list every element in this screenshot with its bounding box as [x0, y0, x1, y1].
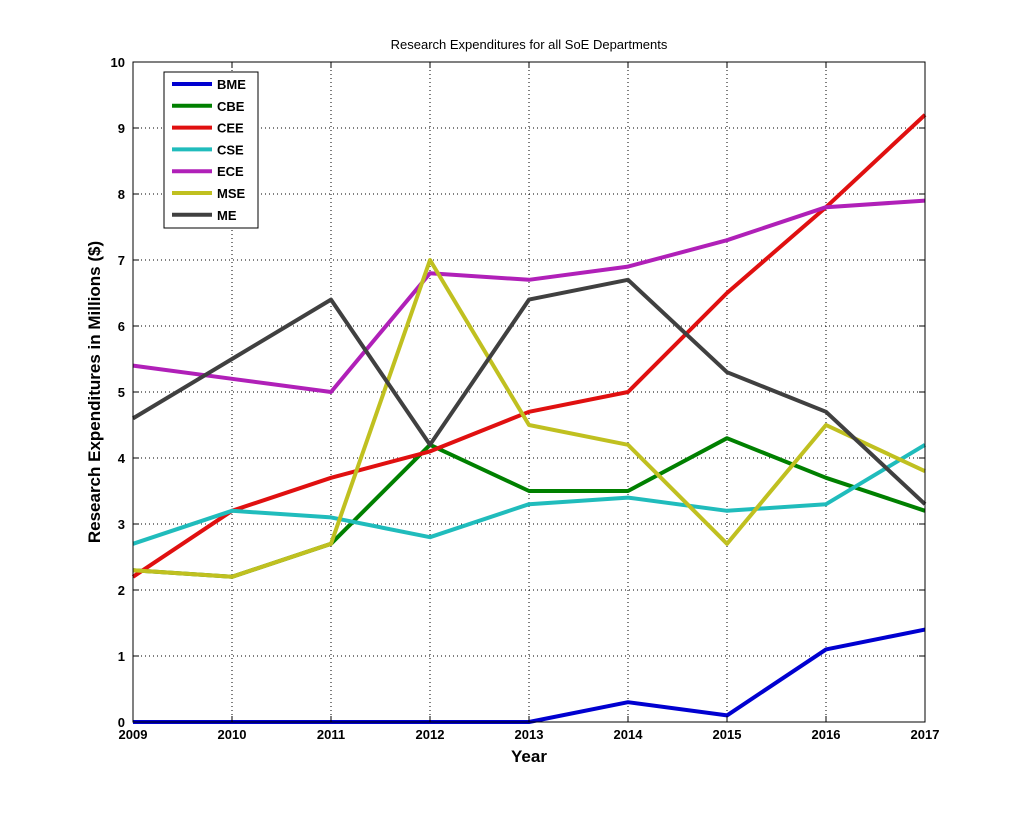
y-tick-label: 6: [118, 319, 125, 334]
legend-label-bme: BME: [217, 77, 246, 92]
y-tick-label: 1: [118, 649, 125, 664]
x-tick-label: 2010: [218, 727, 247, 742]
x-axis-label: Year: [511, 747, 547, 766]
legend-label-me: ME: [217, 208, 237, 223]
legend-label-ece: ECE: [217, 164, 244, 179]
y-tick-label: 8: [118, 187, 125, 202]
y-tick-label: 9: [118, 121, 125, 136]
x-tick-label: 2015: [713, 727, 742, 742]
y-tick-label: 3: [118, 517, 125, 532]
legend-label-cee: CEE: [217, 121, 244, 136]
y-axis-label: Research Expenditures in Millions ($): [85, 241, 104, 543]
chart-title: Research Expenditures for all SoE Depart…: [391, 37, 668, 52]
y-tick-label: 2: [118, 583, 125, 598]
legend: BME CBE CEE CSE ECE MSE ME: [164, 72, 258, 228]
y-tick-label: 5: [118, 385, 125, 400]
y-tick-label: 0: [118, 715, 125, 730]
x-tick-label: 2014: [614, 727, 644, 742]
y-tick-label: 4: [118, 451, 126, 466]
x-tick-label: 2013: [515, 727, 544, 742]
series-line-bme: [133, 630, 925, 722]
legend-label-cbe: CBE: [217, 99, 245, 114]
y-tick-label: 10: [111, 55, 125, 70]
legend-label-cse: CSE: [217, 142, 244, 157]
legend-label-mse: MSE: [217, 186, 246, 201]
x-tick-label: 2017: [911, 727, 940, 742]
x-tick-label: 2016: [812, 727, 841, 742]
x-tick-label: 2011: [317, 727, 345, 742]
x-tick-label: 2012: [416, 727, 445, 742]
series-line-ece: [133, 201, 925, 392]
y-tick-label: 7: [118, 253, 125, 268]
